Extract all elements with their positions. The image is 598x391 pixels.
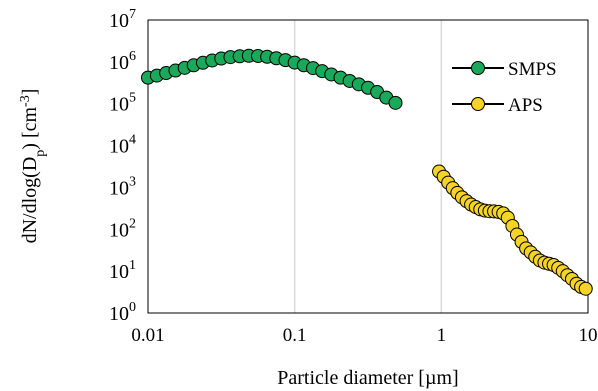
y-axis-ticks: 100 101 102 103 104 105 106 107 — [109, 7, 136, 325]
y-tick-label: 106 — [109, 49, 136, 74]
legend-label: APS — [508, 95, 543, 116]
data-point — [388, 95, 403, 110]
legend-marker — [471, 97, 485, 111]
x-tick-label: 10 — [579, 325, 598, 346]
x-tick-label: 0.01 — [131, 325, 164, 346]
x-axis-title: Particle diameter [µm] — [277, 367, 458, 389]
legend: SMPS APS — [452, 59, 557, 116]
y-tick-label: 101 — [109, 258, 136, 283]
plot-area-frame — [147, 19, 589, 314]
series-layer — [141, 48, 593, 296]
x-tick-label: 0.1 — [283, 325, 307, 346]
x-axis-ticks: 0.01 0.1 1 10 — [131, 325, 597, 346]
legend-item-smps: SMPS — [452, 59, 557, 80]
y-axis-title: dN/dlog(Dp) [cm-3] — [18, 89, 48, 244]
legend-item-aps: APS — [452, 95, 543, 116]
legend-marker — [471, 61, 485, 75]
y-tick-label: 100 — [109, 300, 136, 325]
y-tick-label: 103 — [109, 174, 136, 199]
data-point — [578, 281, 593, 296]
x-tick-label: 1 — [437, 325, 447, 346]
y-tick-label: 102 — [109, 216, 136, 241]
y-tick-label: 105 — [109, 91, 136, 116]
series-aps — [432, 164, 593, 296]
legend-label: SMPS — [508, 59, 557, 80]
series-smps — [141, 48, 403, 110]
y-tick-label: 107 — [109, 7, 136, 32]
y-tick-label: 104 — [109, 133, 136, 158]
